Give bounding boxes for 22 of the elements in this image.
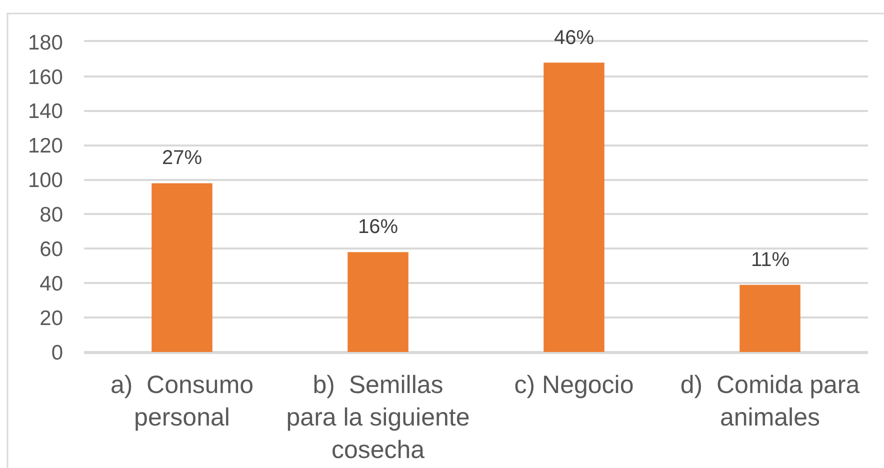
annotation: 27% xyxy=(162,147,202,169)
bar xyxy=(740,284,800,352)
bar xyxy=(348,252,408,352)
x-tick-label: a) Consumo personal xyxy=(110,370,254,432)
y-tick-label: 140 xyxy=(28,100,63,124)
x-tick-label: b) Semillas para la siguiente cosecha xyxy=(286,370,470,464)
y-tick-label: 20 xyxy=(40,306,63,330)
y-tick-label: 40 xyxy=(40,272,63,296)
bar xyxy=(544,62,604,352)
annotation: 16% xyxy=(358,216,398,238)
y-tick-label: 180 xyxy=(28,31,63,54)
y-tick-label: 100 xyxy=(28,169,63,192)
y-tick-label: 120 xyxy=(28,134,63,158)
annotation: 11% xyxy=(751,249,790,271)
x-tick-label: d) Comida para animales xyxy=(680,370,860,432)
y-tick-label: 0 xyxy=(51,341,63,364)
bar xyxy=(152,183,212,352)
y-tick-label: 60 xyxy=(40,238,63,262)
x-tick-label: c) Negocio xyxy=(514,370,634,399)
y-tick-label: 80 xyxy=(40,204,63,227)
annotation: 46% xyxy=(554,27,594,49)
y-tick-label: 160 xyxy=(28,66,63,89)
